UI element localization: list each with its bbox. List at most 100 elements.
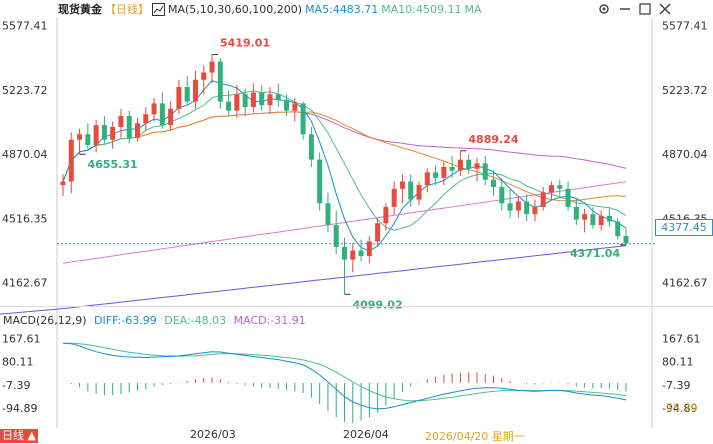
candle-body bbox=[499, 186, 505, 204]
macd-y-tick-right: -94.89 bbox=[662, 402, 697, 415]
candle-body bbox=[135, 123, 141, 138]
x-tick-mar: 2026/03 bbox=[190, 428, 236, 441]
candle-body bbox=[598, 215, 604, 226]
candle-body bbox=[284, 99, 290, 111]
candle-body bbox=[68, 139, 74, 182]
minimize-icon[interactable] bbox=[618, 1, 632, 15]
moving-averages bbox=[0, 79, 655, 315]
candle-body bbox=[491, 179, 497, 187]
candle-body bbox=[524, 201, 530, 215]
candle-body bbox=[93, 125, 99, 146]
ma-label: MA(5,10,30,60,100,200) bbox=[168, 2, 303, 16]
candle-body bbox=[474, 163, 480, 169]
candle-body bbox=[433, 172, 439, 178]
candle-body bbox=[532, 206, 538, 215]
annotation-label: 4889.24 bbox=[468, 133, 518, 146]
candle-body bbox=[540, 192, 546, 207]
candle-body bbox=[110, 126, 116, 140]
y-tick-left: 4162.67 bbox=[2, 277, 48, 290]
instrument-title: 现货黄金 bbox=[58, 3, 102, 16]
candle-body bbox=[300, 103, 306, 135]
y-tick-right: 5577.41 bbox=[662, 20, 708, 33]
y-tick-right: 5223.72 bbox=[662, 84, 708, 97]
price-y-axis-left: 5577.41 5223.72 4870.04 4516.35 4162.67 bbox=[2, 20, 48, 290]
candle-body bbox=[375, 223, 381, 242]
macd-y-tick-left: 80.11 bbox=[2, 356, 34, 369]
candle-body bbox=[159, 103, 165, 126]
price-annotations: 5419.01 4889.24 4655.31 4099.02 4371.04 bbox=[79, 37, 626, 311]
candle-body bbox=[399, 181, 405, 189]
candle-body bbox=[383, 206, 389, 224]
candle-body bbox=[342, 246, 347, 260]
candle-body bbox=[507, 203, 513, 211]
candle-body bbox=[60, 181, 66, 186]
y-tick-left: 5223.72 bbox=[2, 84, 48, 97]
candle-body bbox=[333, 225, 339, 247]
candle-body bbox=[259, 92, 265, 106]
period-label[interactable]: 【日线】 bbox=[105, 3, 149, 16]
candle-body bbox=[226, 101, 232, 111]
candle-body bbox=[85, 134, 91, 146]
y-tick-right: 4162.67 bbox=[662, 277, 708, 290]
candle-body bbox=[449, 166, 455, 171]
candle-body bbox=[325, 203, 331, 226]
macd-y-tick-right: 80.11 bbox=[662, 356, 694, 369]
x-tick-apr: 2026/04 bbox=[343, 428, 389, 441]
candle-body bbox=[557, 185, 563, 189]
ma5-value: MA5:4483.71 bbox=[305, 2, 379, 16]
candle-body bbox=[482, 163, 488, 180]
ma10-value: MA10:4509.11 bbox=[381, 2, 462, 16]
candle-body bbox=[424, 172, 430, 186]
macd-y-tick-right: 167.61 bbox=[662, 333, 701, 346]
settings-icon[interactable] bbox=[597, 1, 611, 15]
candle-body bbox=[77, 134, 83, 140]
candle-body bbox=[250, 92, 256, 108]
candle-body bbox=[457, 159, 463, 171]
macd-current-label: -55.79 bbox=[662, 402, 697, 415]
macd-y-tick-left: -94.89 bbox=[2, 402, 37, 415]
close-icon[interactable] bbox=[658, 1, 672, 15]
annotation-label: 5419.01 bbox=[220, 37, 270, 50]
candle-body bbox=[234, 94, 240, 111]
candle-body bbox=[118, 116, 124, 127]
period-switch[interactable]: 日线 ▲ bbox=[0, 429, 38, 443]
candle-body bbox=[466, 159, 472, 169]
macd-panel: 167.61 167.61 80.11 80.11 -7.39 -7.39 -94.89 -9… bbox=[2, 333, 701, 424]
ma-settings-icon[interactable] bbox=[152, 2, 165, 16]
candle-body bbox=[350, 250, 356, 260]
candle-body bbox=[408, 181, 414, 200]
annotation-label: 4099.02 bbox=[353, 298, 403, 311]
candle-body bbox=[275, 94, 281, 100]
fullscreen-icon[interactable] bbox=[638, 1, 652, 15]
macd-diff: DIFF:-63.99 bbox=[94, 314, 157, 327]
ma10-line bbox=[62, 90, 627, 231]
candle-body bbox=[582, 214, 588, 220]
y-tick-left: 5577.41 bbox=[2, 20, 48, 33]
candle-body bbox=[590, 214, 596, 226]
panel-separator bbox=[0, 306, 713, 307]
candle-body bbox=[168, 108, 174, 126]
candle-body bbox=[441, 166, 447, 178]
candle-body bbox=[416, 185, 422, 200]
candle-body bbox=[192, 79, 198, 102]
annotation-label: 4371.04 bbox=[570, 247, 620, 260]
candle-body bbox=[515, 201, 521, 211]
candle-body bbox=[565, 188, 571, 207]
macd-label: MACD(26,12,9) bbox=[3, 314, 87, 327]
candle-body bbox=[217, 61, 223, 102]
candlesticks bbox=[60, 54, 629, 295]
ma30-line bbox=[62, 111, 627, 202]
candle-body bbox=[573, 206, 579, 220]
y-tick-left: 4516.35 bbox=[2, 212, 48, 225]
macd-y-tick-right: -7.39 bbox=[662, 379, 690, 392]
chart-header: 现货黄金 【日线】 MA(5,10,30,60,100,200) MA5:448… bbox=[0, 2, 485, 16]
macd-diff-line bbox=[62, 342, 627, 410]
ma-more: MA bbox=[464, 2, 482, 16]
macd-y-tick-left: 167.61 bbox=[2, 333, 41, 346]
candle-body bbox=[615, 221, 621, 236]
crosshair-date: 2026/04/20 星期一 bbox=[425, 430, 525, 443]
macd-y-tick-left: -7.39 bbox=[2, 379, 30, 392]
current-price-tag: 4377.45 bbox=[655, 219, 713, 236]
candle-body bbox=[391, 188, 397, 207]
